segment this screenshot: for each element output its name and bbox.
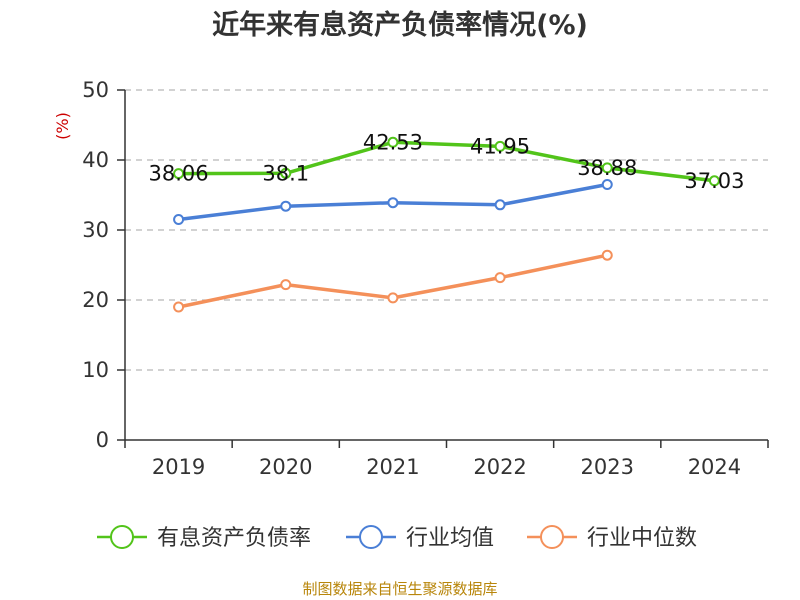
data-label: 38.06: [149, 162, 209, 186]
data-point: [173, 301, 185, 313]
data-point: [601, 162, 613, 174]
legend: 有息资产负债率 行业均值 行业中位数: [97, 525, 697, 551]
y-tick-label: 10: [82, 358, 109, 382]
data-label: 41.95: [470, 134, 530, 158]
y-tick-label: 40: [82, 148, 109, 172]
series-2: [173, 179, 613, 225]
legend-marker: [540, 525, 564, 549]
legend-item-3: 行业中位数: [527, 525, 697, 551]
x-tick-label: 2020: [259, 455, 312, 479]
data-point: [494, 140, 506, 152]
legend-label: 有息资产负债率: [157, 526, 311, 551]
data-point: [494, 272, 506, 284]
data-point: [173, 214, 185, 225]
legend-marker: [110, 525, 134, 549]
data-point: [494, 199, 506, 211]
x-tick-label: 2021: [366, 455, 419, 479]
data-point: [387, 197, 399, 209]
data-point: [387, 292, 399, 304]
data-label: 42.53: [363, 130, 423, 154]
x-tick-label: 2022: [473, 455, 526, 479]
data-label: 38.88: [577, 156, 637, 180]
series-line: [178, 140, 715, 183]
legend-item-2: 行业均值: [346, 525, 494, 551]
chart-title: 近年来有息资产负债率情况(%): [212, 9, 588, 41]
data-point: [280, 167, 292, 179]
series-3: [173, 249, 613, 313]
axes: 0 10 20 30 40 50 2019 2020 2021 2022 2023 2024: [82, 78, 769, 479]
y-tick-label: 50: [82, 78, 109, 102]
y-tick-label: 20: [82, 288, 109, 312]
data-point: [708, 175, 720, 187]
source-note: 制图数据来自恒生聚源数据库: [302, 580, 497, 598]
series-group: 38.06 38.1 42.53 41.95 38.88 37.03: [149, 130, 745, 313]
data-point: [280, 200, 292, 212]
legend-label: 行业中位数: [587, 526, 697, 551]
data-labels: 38.06 38.1 42.53 41.95 38.88 37.03: [149, 130, 745, 193]
x-tick-label: 2024: [688, 455, 741, 479]
data-point: [601, 249, 613, 261]
series-1: [173, 136, 720, 187]
legend-label: 行业均值: [406, 526, 494, 551]
x-tick-label: 2023: [581, 455, 634, 479]
data-point: [387, 136, 399, 148]
data-point: [601, 179, 613, 190]
legend-item-1: 有息资产负债率: [97, 525, 311, 551]
data-label: 38.1: [262, 161, 309, 185]
grid-lines: [125, 89, 768, 371]
y-axis-unit-label: (%): [53, 112, 72, 140]
x-tick-label: 2019: [152, 455, 205, 479]
y-tick-label: 0: [96, 428, 109, 452]
legend-marker: [359, 525, 383, 549]
y-tick-label: 30: [82, 218, 109, 242]
data-point: [280, 279, 292, 291]
data-point: [173, 168, 185, 180]
data-label: 37.03: [684, 169, 744, 193]
